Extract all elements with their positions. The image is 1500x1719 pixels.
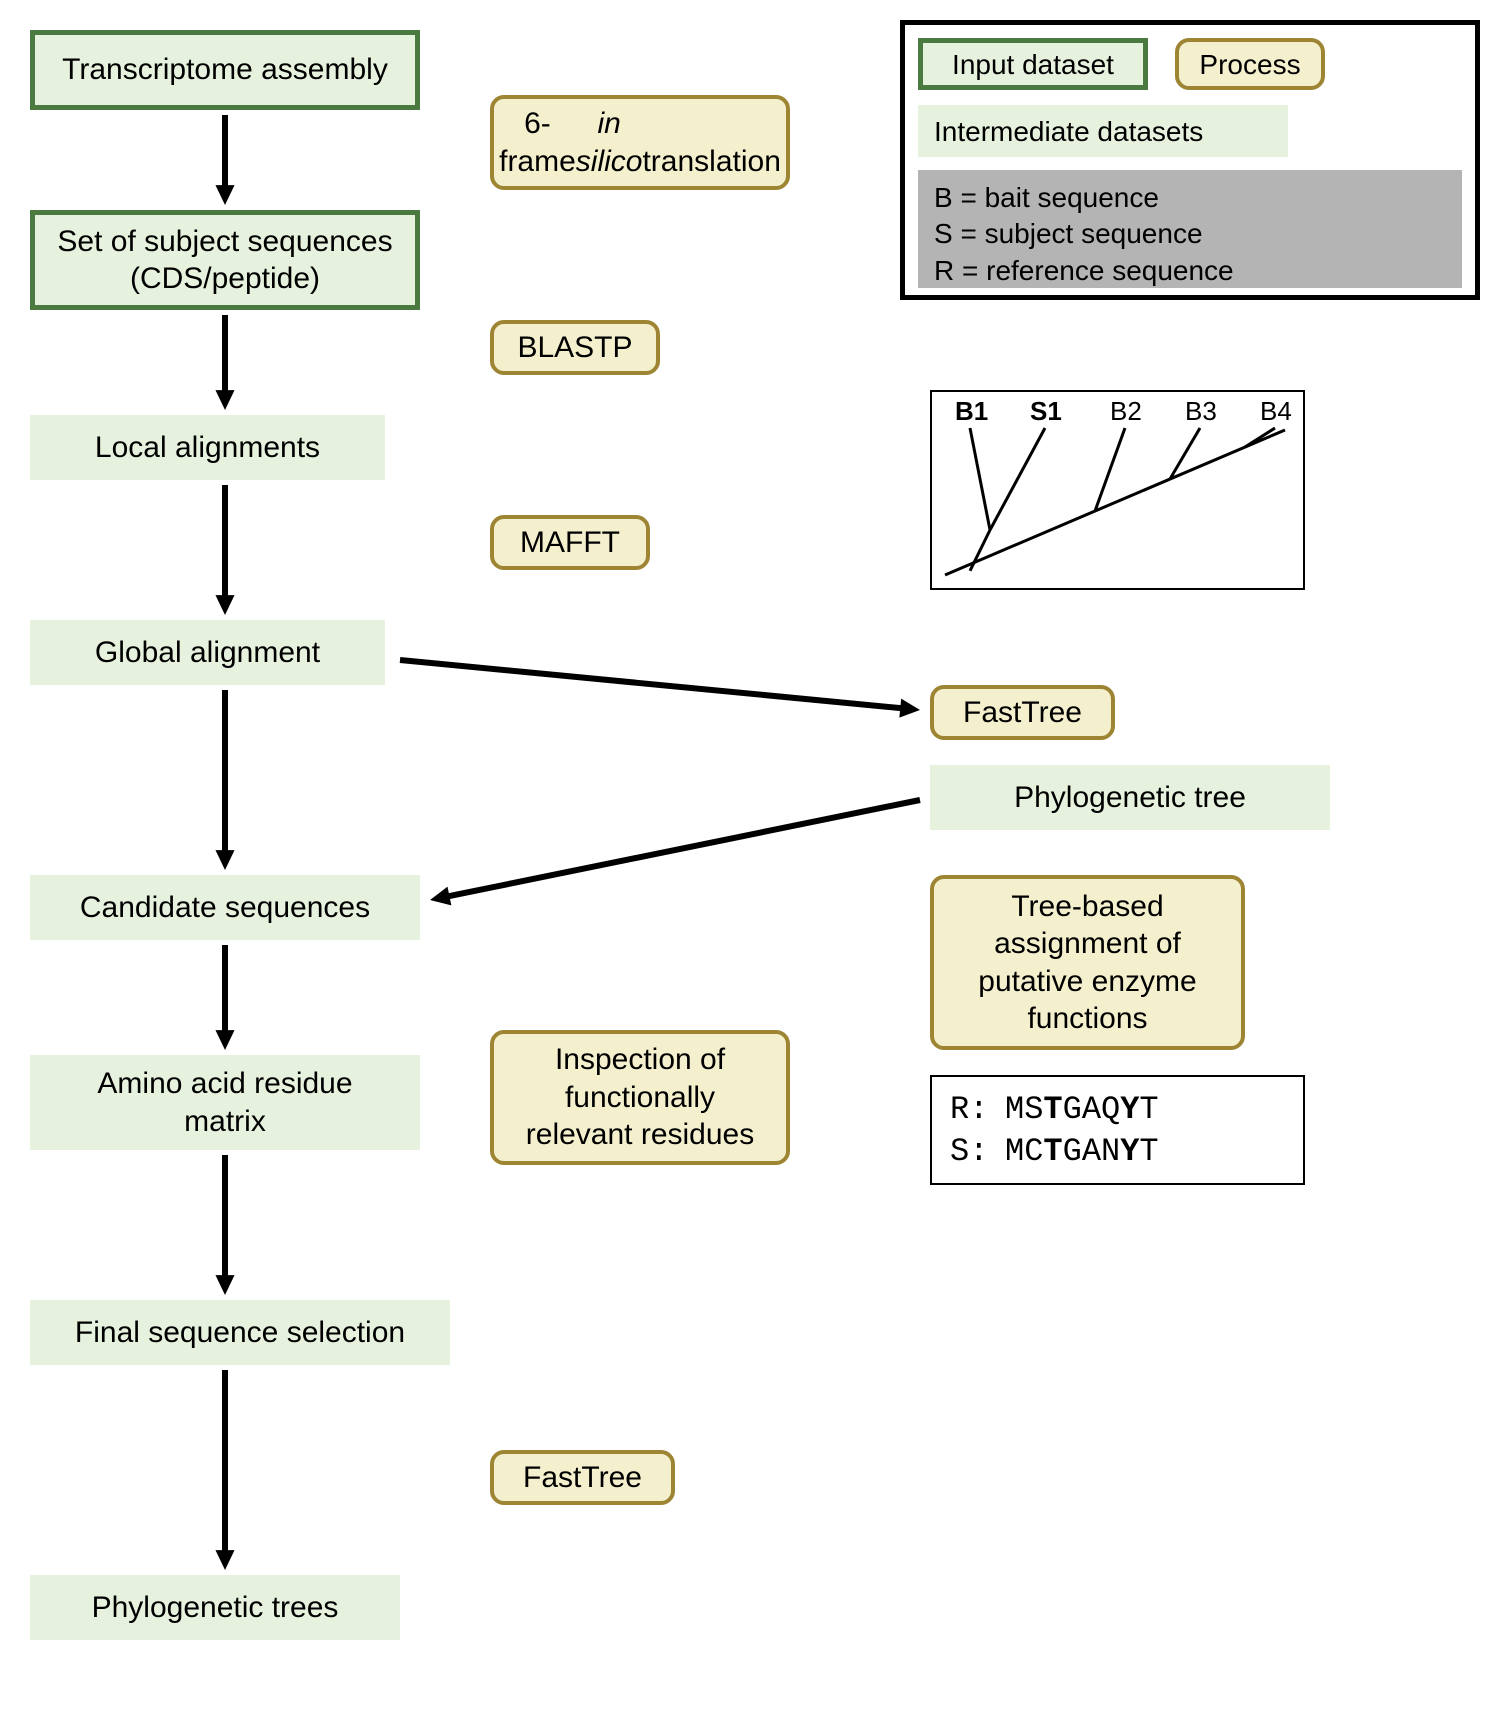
legend-intermediate-swatch: Intermediate datasets bbox=[918, 105, 1288, 157]
phylo-tree-svg: B1 S1 B2 B3 B4 bbox=[930, 390, 1305, 590]
flowchart-node-p2: BLASTP bbox=[490, 320, 660, 375]
svg-text:B4: B4 bbox=[1260, 396, 1292, 426]
flowchart-node-p1: 6-frame in silicotranslation bbox=[490, 95, 790, 190]
arrow bbox=[195, 455, 255, 645]
flowchart-node-p6: Inspection offunctionallyrelevant residu… bbox=[490, 1030, 790, 1165]
arrow bbox=[370, 630, 950, 740]
flowchart-node-n5: Phylogenetic tree bbox=[930, 765, 1330, 830]
arrow bbox=[195, 285, 255, 440]
flowchart-node-p4: FastTree bbox=[930, 685, 1115, 740]
flowchart-node-p5: Tree-basedassignment ofputative enzymefu… bbox=[930, 875, 1245, 1050]
flowchart-node-p7: FastTree bbox=[490, 1450, 675, 1505]
svg-text:B3: B3 bbox=[1185, 396, 1217, 426]
arrow bbox=[195, 660, 255, 900]
flowchart-node-p3: MAFFT bbox=[490, 515, 650, 570]
legend-input-swatch: Input dataset bbox=[918, 38, 1148, 90]
arrow bbox=[195, 915, 255, 1080]
legend-process-swatch: Process bbox=[1175, 38, 1325, 90]
arrow bbox=[195, 1125, 255, 1325]
sequence-alignment-box: R:MSTGAQYTS:MCTGANYT bbox=[930, 1075, 1305, 1185]
arrow bbox=[195, 1340, 255, 1600]
legend-abbrev-box: B = bait sequenceS = subject sequenceR =… bbox=[918, 170, 1462, 288]
arrow bbox=[195, 85, 255, 235]
arrow bbox=[400, 770, 950, 930]
svg-text:S1: S1 bbox=[1030, 396, 1062, 426]
svg-text:B2: B2 bbox=[1110, 396, 1142, 426]
svg-text:B1: B1 bbox=[955, 396, 988, 426]
